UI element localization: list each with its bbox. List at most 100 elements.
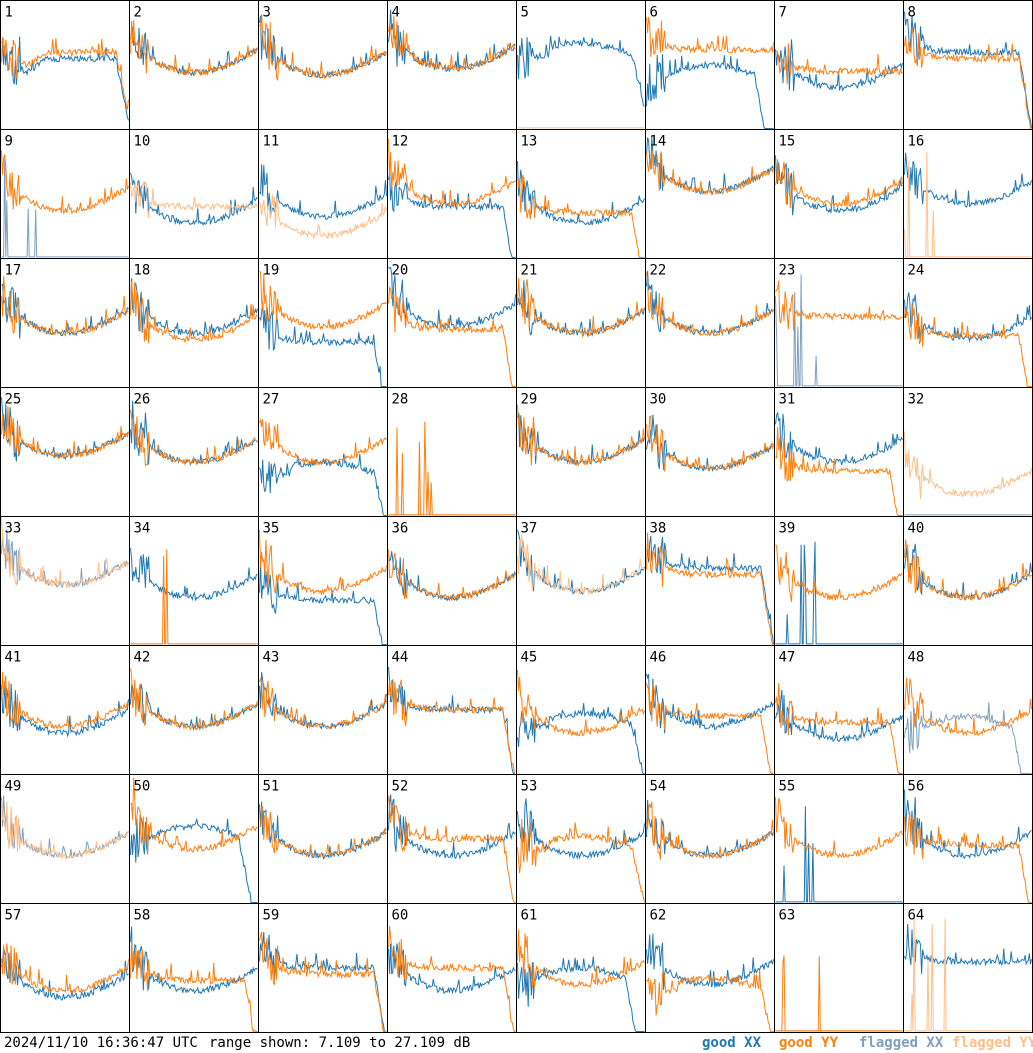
panel-frame xyxy=(129,0,259,130)
panel-63: 63 xyxy=(774,903,904,1033)
series-yy xyxy=(130,180,258,218)
panel-29: 29 xyxy=(516,387,646,517)
panel-label: 24 xyxy=(908,263,925,279)
panel-48: 48 xyxy=(903,645,1033,775)
panel-9: 9 xyxy=(0,129,130,259)
panel-label: 1 xyxy=(5,5,13,21)
panel-label: 14 xyxy=(650,134,667,150)
series-yy xyxy=(517,819,645,903)
series-xx xyxy=(646,535,774,645)
panel-label: 28 xyxy=(392,392,409,408)
panel-label: 49 xyxy=(5,779,22,795)
series-yy xyxy=(259,14,387,81)
panel-label: 21 xyxy=(521,263,538,279)
panel-frame xyxy=(903,0,1033,130)
panel-frame xyxy=(516,0,646,130)
panel-label: 12 xyxy=(392,134,409,150)
panel-label: 25 xyxy=(5,392,22,408)
panel-label: 48 xyxy=(908,650,925,666)
series-yy xyxy=(775,797,903,859)
panel-45: 45 xyxy=(516,645,646,775)
legend-good-yy: good YY xyxy=(779,1035,839,1051)
panel-label: 44 xyxy=(392,650,409,666)
panel-label: 43 xyxy=(263,650,280,666)
panel-label: 26 xyxy=(134,392,151,408)
panel-label: 16 xyxy=(908,134,925,150)
series-yy xyxy=(775,683,903,774)
panel-label: 46 xyxy=(650,650,667,666)
panel-label: 5 xyxy=(521,5,529,21)
panel-61: 61 xyxy=(516,903,646,1033)
panel-label: 63 xyxy=(779,908,796,924)
series-yy xyxy=(388,138,516,208)
series-yy xyxy=(517,174,645,258)
panel-label: 60 xyxy=(392,908,409,924)
series-xx xyxy=(259,801,387,860)
panel-label: 51 xyxy=(263,779,280,795)
series-xx xyxy=(775,412,903,466)
panel-label: 8 xyxy=(908,5,916,21)
panel-19: 19 xyxy=(258,258,388,388)
series-yy xyxy=(388,795,516,903)
panel-7: 7 xyxy=(774,0,904,130)
legend-good-xx: good XX xyxy=(702,1035,762,1051)
panel-43: 43 xyxy=(258,645,388,775)
series-yy xyxy=(259,418,387,467)
panel-46: 46 xyxy=(645,645,775,775)
panel-57: 57 xyxy=(0,903,130,1033)
panel-label: 45 xyxy=(521,650,538,666)
series-xx xyxy=(775,806,903,903)
panel-label: 37 xyxy=(521,521,538,537)
panel-39: 39 xyxy=(774,516,904,646)
panel-34: 34 xyxy=(129,516,259,646)
series-xx xyxy=(388,943,516,995)
series-yy xyxy=(1,276,129,337)
panel-28: 28 xyxy=(387,387,517,517)
series-yy xyxy=(1,800,129,860)
panel-22: 22 xyxy=(645,258,775,388)
series-xx xyxy=(388,266,516,331)
panel-33: 33 xyxy=(0,516,130,646)
panel-37: 37 xyxy=(516,516,646,646)
series-yy xyxy=(388,15,516,72)
panel-58: 58 xyxy=(129,903,259,1033)
series-yy xyxy=(388,286,516,387)
series-yy xyxy=(904,539,1032,601)
series-xx xyxy=(388,794,516,860)
series-yy xyxy=(1,405,129,460)
panel-label: 50 xyxy=(134,779,151,795)
panel-label: 56 xyxy=(908,779,925,795)
series-xx xyxy=(130,278,258,338)
series-xx xyxy=(775,155,903,216)
series-xx xyxy=(646,933,774,990)
panel-8: 8 xyxy=(903,0,1033,130)
series-xx xyxy=(259,453,387,516)
series-yy xyxy=(1,671,129,730)
panel-label: 40 xyxy=(908,521,925,537)
panel-label: 55 xyxy=(779,779,796,795)
panel-50: 50 xyxy=(129,774,259,904)
panel-3: 3 xyxy=(258,0,388,130)
panel-41: 41 xyxy=(0,645,130,775)
series-yy xyxy=(775,280,903,331)
panel-label: 62 xyxy=(650,908,667,924)
series-xx xyxy=(259,931,387,1032)
series-yy xyxy=(130,549,258,645)
panel-label: 53 xyxy=(521,779,538,795)
series-xx xyxy=(1,283,129,339)
series-xx xyxy=(517,412,645,467)
panel-label: 7 xyxy=(779,5,787,21)
series-yy xyxy=(259,677,387,730)
footer: 2024/11/10 16:36:47 UTC range shown: 7.1… xyxy=(0,1033,1033,1053)
series-yy xyxy=(517,669,645,737)
panel-10: 10 xyxy=(129,129,259,259)
range-shown: range shown: 7.109 to 27.109 dB xyxy=(209,1035,471,1051)
panel-label: 11 xyxy=(263,134,280,150)
panel-42: 42 xyxy=(129,645,259,775)
panel-17: 17 xyxy=(0,258,130,388)
panel-label: 47 xyxy=(779,650,796,666)
series-xx xyxy=(517,798,645,860)
panel-label: 4 xyxy=(392,5,400,21)
series-xx xyxy=(259,164,387,221)
